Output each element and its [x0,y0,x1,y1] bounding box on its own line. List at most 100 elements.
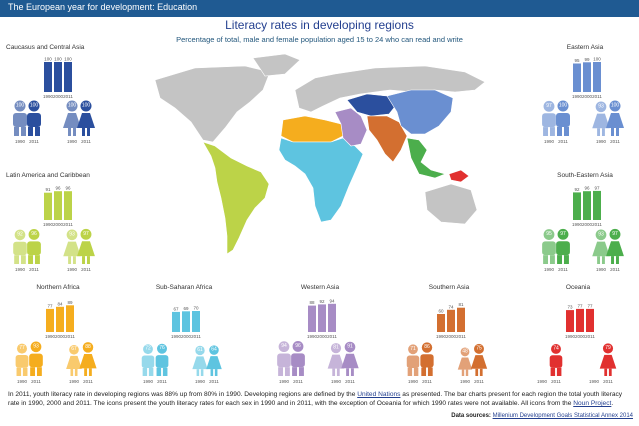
bar-category-label: 1990 [436,334,447,339]
panel-western-asia: Western Asia 88 1990 92 2000 94 2011 94 96 81 91 19… [270,284,370,384]
icon-value-label: 95 [546,231,552,237]
icon-head [66,100,78,112]
icon-year-label: 2011 [81,267,91,272]
icon-head [80,228,92,240]
icon-year-label: 2011 [209,379,219,384]
icon-torso [13,241,27,256]
icon-value-label: 88 [85,344,91,350]
icon-head [557,228,569,240]
bar-2000 [583,62,591,92]
icon-leg [16,367,22,376]
icon-leg [88,368,92,376]
map-europe-russia [294,65,486,113]
icon-leg [604,368,608,376]
bar-category-label: 1990 [43,94,54,99]
bar-2000 [182,311,190,332]
icon-torso [542,113,556,128]
bar-value-label: 81 [458,302,464,307]
icon-leg [14,255,20,264]
icon-year-label: 2011 [81,139,91,144]
bar-2011 [64,62,72,92]
bar-value-label: 84 [57,301,63,306]
icon-leg [214,369,218,376]
icon-leg [557,255,563,264]
icon-head [460,347,470,357]
icon-year-label: 2011 [610,139,620,144]
bar-2000 [318,304,326,332]
map-western-asia [334,107,368,147]
united-nations-link[interactable]: United Nations [357,391,401,398]
icon-leg [196,369,200,376]
icon-leg [20,255,26,264]
icon-year-label: 2011 [603,379,613,384]
icon-head [609,100,621,112]
icon-year-label: 2011 [422,379,432,384]
icon-leg [156,367,162,376]
bar-value-label: 97 [594,185,600,190]
icon-value-label: 97 [612,231,618,237]
icon-year-label: 2011 [345,379,355,384]
icon-head [69,344,79,355]
female-icon [592,101,610,136]
icon-head [543,100,555,112]
map-north-america [154,65,271,143]
icon-leg [68,256,72,264]
region-name: Northern Africa [36,284,80,291]
sources-link[interactable]: Millenium Development Goals Statistical … [492,413,633,419]
icon-leg [549,255,555,264]
icon-head [82,342,94,353]
icon-leg [550,367,556,376]
footer-note: In 2011, youth literacy rate in developi… [8,390,634,408]
map-latin-america [202,141,270,255]
icon-value-label: 91 [347,344,353,350]
icon-head [292,341,304,352]
bar-value-label: 60 [438,309,444,314]
icon-leg [278,367,284,376]
icon-year-label: 1990 [195,379,206,384]
bar-category-label: 1990 [572,94,583,99]
bar-category-label: 2011 [592,222,602,227]
icon-leg [597,256,601,264]
female-icon [592,229,610,264]
bar-value-label: 100 [64,57,72,62]
bar-1990 [172,311,180,332]
male-icon [27,100,41,136]
icon-leg [200,369,204,376]
male-icon [406,344,420,376]
bar-category-label: 1990 [572,222,583,227]
icon-leg [407,367,413,376]
icon-leg [86,256,90,264]
map-australia [424,183,478,225]
top-banner: The European year for development: Educa… [0,0,639,17]
female-icon [206,345,222,376]
sources-label: Data sources: [451,413,491,419]
icon-torso [291,353,305,368]
icon-torso [27,241,41,256]
bar-2011 [593,190,601,220]
noun-project-link[interactable]: Noun Project [573,400,612,407]
icon-head [14,229,26,241]
male-icon [13,229,27,264]
male-icon [291,341,305,376]
icon-value-label: 93 [69,231,75,237]
bar-2000 [447,309,455,332]
icon-head [602,343,614,354]
bar-1990 [437,314,445,332]
male-icon [277,341,291,376]
icon-value-label: 75 [476,345,482,351]
bar-category-label: 2000 [53,94,64,99]
bar-value-label: 100 [44,57,52,62]
bar-2011 [66,305,74,332]
female-icon [470,343,488,376]
icon-year-label: 1990 [67,267,78,272]
bar-2000 [576,308,584,332]
world-map [154,53,486,255]
icon-leg [350,368,354,376]
panel-oceania: Oceania 73 1990 77 2000 77 2011 74 79 1990 2011 199… [528,284,628,384]
bar-value-label: 96 [584,186,590,191]
bar-value-label: 77 [577,303,583,308]
